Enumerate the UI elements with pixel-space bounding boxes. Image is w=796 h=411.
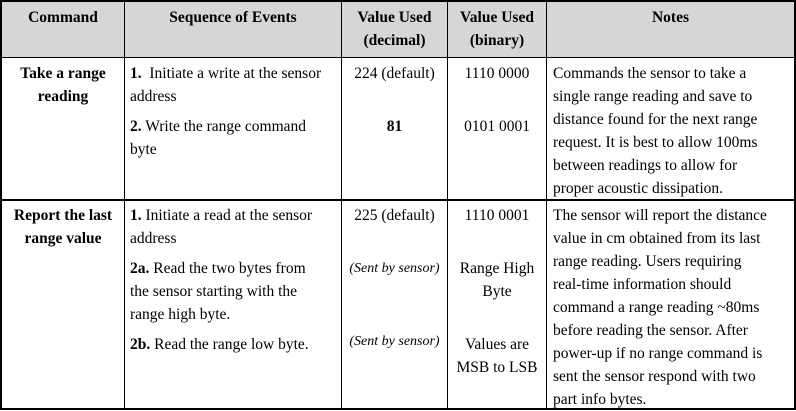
header-decimal-line1: Value Used xyxy=(357,9,432,26)
row2-step2b-binary: Values are MSB to LSB xyxy=(448,333,546,379)
row1-notes-line6: proper acoustic dissipation. xyxy=(553,180,724,197)
row2-command-line2: range value xyxy=(24,230,102,247)
row1-step2-binary: 0101 0001 xyxy=(464,118,530,135)
row2-step1-text-line2: address xyxy=(130,230,177,247)
border-col1 xyxy=(124,0,125,410)
row1-step2-text-line1: Write the range command xyxy=(145,118,307,135)
row1-command-line1: Take a range xyxy=(20,65,106,82)
row2-step2b-binary-line1: Values are xyxy=(464,336,530,353)
row2-step2a-binary-line2: Byte xyxy=(482,283,512,300)
row1-step2-num: 2. xyxy=(130,118,142,135)
row2-step2b: 2b. Read the range low byte. xyxy=(130,333,340,356)
row1-command-line2: reading xyxy=(37,88,89,105)
row2-notes-line9: part info bytes. xyxy=(553,391,647,408)
row1-command: Take a range reading xyxy=(2,62,124,108)
border-bottom xyxy=(0,408,796,410)
row1-step1-num: 1. xyxy=(130,65,142,82)
row2-notes: The sensor will report the distance valu… xyxy=(553,204,793,411)
header-binary: Value Used (binary) xyxy=(448,6,546,52)
border-left xyxy=(0,0,2,410)
border-right xyxy=(794,0,796,410)
row2-notes-line7: power-up if no range command is xyxy=(553,345,763,362)
row2-notes-line8: sent the sensor respond with two xyxy=(553,368,756,385)
row2-step2a-text-line2: the sensor starting with the xyxy=(130,283,298,300)
row2-notes-line6: before reading the sensor. After xyxy=(553,322,748,339)
row2-step2a-text-line1: Read the two bytes from xyxy=(153,260,306,277)
row2-command-line1: Report the last xyxy=(13,207,113,224)
row2-step2a-decimal: (Sent by sensor) xyxy=(349,261,440,276)
row1-step1-decimal: 224 (default) xyxy=(354,65,435,82)
border-col3 xyxy=(447,0,448,410)
row1-notes-line1: Commands the sensor to take a xyxy=(553,65,747,82)
row2-step2a: 2a. Read the two bytes from the sensor s… xyxy=(130,257,340,326)
row2-step2b-decimal: (Sent by sensor) xyxy=(349,334,440,349)
row1-step2-text-line2: byte xyxy=(130,141,157,158)
border-header-bottom xyxy=(0,57,796,58)
row1-notes-line5: between readings to allow for xyxy=(553,157,738,174)
header-decimal: Value Used (decimal) xyxy=(342,6,447,52)
header-command: Command xyxy=(28,9,98,26)
row2-step1-decimal: 225 (default) xyxy=(354,207,435,224)
row2-notes-line3: range reading. Users requiring xyxy=(553,253,742,270)
border-col4 xyxy=(546,0,547,410)
row2-notes-line2: value in cm obtained from its last xyxy=(553,230,761,247)
header-decimal-line2: (decimal) xyxy=(363,32,426,49)
row2-step1: 1. Initiate a read at the sensor address xyxy=(130,204,340,250)
row1-notes-line2: single range reading and save to xyxy=(553,88,753,105)
border-row-divider xyxy=(0,199,796,201)
row1-notes-line4: request. It is best to allow 100ms xyxy=(553,134,758,151)
row2-command: Report the last range value xyxy=(2,204,124,250)
header-row-background xyxy=(0,0,796,58)
header-binary-line1: Value Used xyxy=(460,9,534,26)
row2-step2a-binary: Range High Byte xyxy=(448,257,546,303)
header-sequence: Sequence of Events xyxy=(169,9,297,26)
row2-notes-line4: real-time information should xyxy=(553,276,732,293)
row2-step2b-text-line1: Read the range low byte. xyxy=(154,336,309,353)
row1-step1: 1. Initiate a write at the sensor addres… xyxy=(130,62,340,108)
row2-step2a-text-line3: range high byte. xyxy=(130,306,231,323)
row1-step1-text-line2: address xyxy=(130,88,177,105)
row2-step2b-binary-line2: MSB to LSB xyxy=(456,359,538,376)
row2-step1-num: 1. xyxy=(130,207,142,224)
row2-step2a-binary-line1: Range High xyxy=(459,260,535,277)
border-col2 xyxy=(341,0,342,410)
row1-step2: 2. Write the range command byte xyxy=(130,115,340,161)
row2-notes-line5: command a range reading ~80ms xyxy=(553,299,760,316)
row2-step2b-num: 2b. xyxy=(130,336,151,353)
row1-step1-text-line1: Initiate a write at the sensor xyxy=(149,65,322,82)
row1-notes: Commands the sensor to take a single ran… xyxy=(553,62,793,200)
header-binary-line2: (binary) xyxy=(469,32,525,49)
row1-step2-decimal: 81 xyxy=(386,118,403,135)
row2-step1-text-line1: Initiate a read at the sensor xyxy=(145,207,313,224)
row1-notes-line3: distance found for the next range xyxy=(553,111,758,128)
row2-step2a-num: 2a. xyxy=(130,260,150,277)
row2-notes-line1: The sensor will report the distance xyxy=(553,207,767,224)
header-notes: Notes xyxy=(651,9,690,26)
row1-step1-binary: 1110 0000 xyxy=(464,65,530,82)
row2-step1-binary: 1110 0001 xyxy=(464,207,530,224)
border-top xyxy=(0,0,796,2)
